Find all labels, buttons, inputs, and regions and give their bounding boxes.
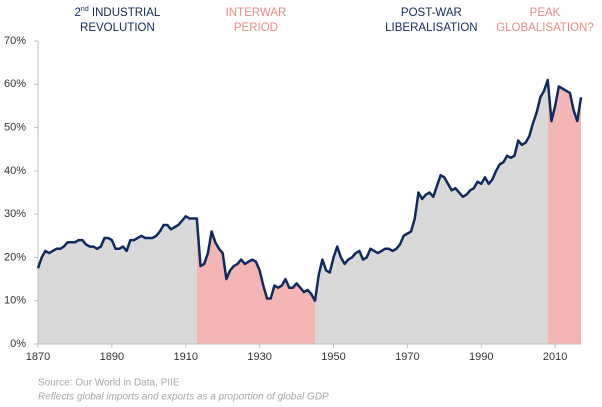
x-tick-label: 1970 <box>395 351 419 363</box>
period-area <box>315 79 548 344</box>
y-tick-label: 0% <box>10 338 26 350</box>
y-tick-label: 10% <box>4 295 26 307</box>
y-tick-label: 50% <box>4 121 26 133</box>
period-label: 2nd INDUSTRIAL <box>75 6 161 19</box>
period-label-part: PEAK <box>530 7 561 19</box>
period-label-part: REVOLUTION <box>80 22 155 34</box>
period-label-part: INDUSTRIAL <box>89 7 161 19</box>
x-tick-label: 1870 <box>26 351 50 363</box>
period-area <box>38 216 197 344</box>
x-tick-label: 1930 <box>247 351 271 363</box>
y-tick-label: 20% <box>4 251 26 263</box>
note: Reflects global imports and exports as a… <box>38 392 329 403</box>
period-label: PEAK <box>530 7 561 19</box>
period-label-part: 2 <box>75 7 81 19</box>
period-label: REVOLUTION <box>80 22 155 34</box>
period-label-part: POST-WAR <box>401 7 462 19</box>
y-tick-label: 30% <box>4 208 26 220</box>
period-label: POST-WAR <box>401 7 462 19</box>
period-label: PERIOD <box>234 22 278 34</box>
x-tick-label: 2010 <box>543 351 567 363</box>
period-area <box>196 218 316 344</box>
source: Source: Our World in Data, PIIE <box>38 378 180 389</box>
period-label-part: PERIOD <box>234 22 278 34</box>
period-label-part: GLOBALISATION? <box>496 22 594 34</box>
period-label: LIBERALISATION <box>385 22 477 34</box>
period-label-part: nd <box>81 6 89 13</box>
x-tick-label: 1990 <box>469 351 493 363</box>
x-tick-label: 1910 <box>174 351 198 363</box>
period-area <box>547 79 581 344</box>
x-tick-label: 1950 <box>321 351 345 363</box>
period-label-part: INTERWAR <box>226 7 287 19</box>
period-label-part: LIBERALISATION <box>385 22 477 34</box>
x-tick-label: 1890 <box>100 351 124 363</box>
period-label: GLOBALISATION? <box>496 22 594 34</box>
period-label: INTERWAR <box>226 7 287 19</box>
data-line <box>36 78 583 302</box>
y-tick-label: 40% <box>4 165 26 177</box>
y-tick-label: 60% <box>4 78 26 90</box>
y-tick-label: 70% <box>4 35 26 47</box>
